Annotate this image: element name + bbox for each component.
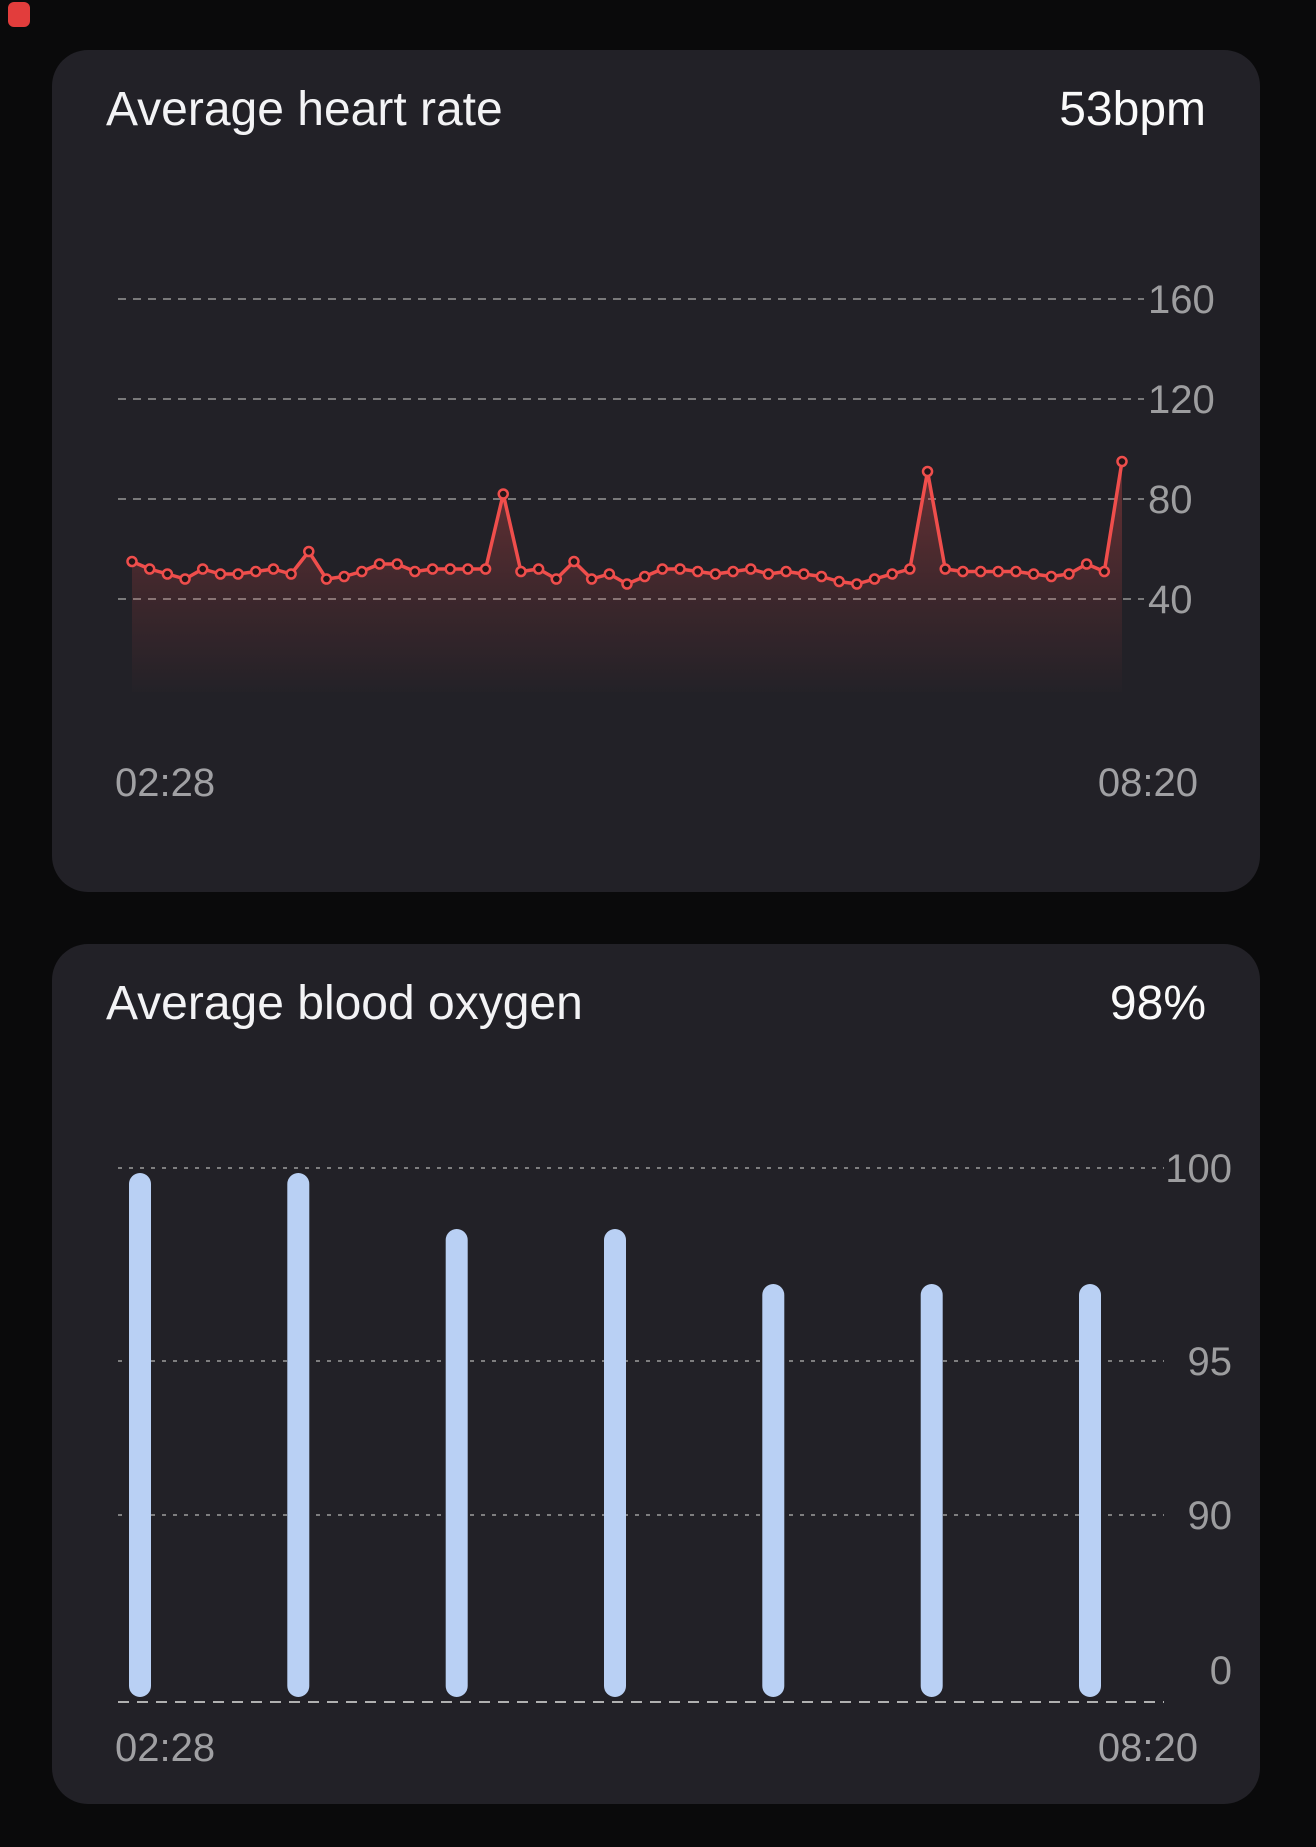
- heart-rate-chart: 160 120 80 40: [118, 278, 1215, 692]
- heart-rate-x-end-label: 08:20: [1097, 761, 1198, 805]
- hr-ytick-160: 160: [1148, 278, 1215, 322]
- o2-ytick-100: 100: [1165, 1147, 1232, 1191]
- o2-bar: [920, 1284, 943, 1697]
- o2-bar: [287, 1173, 310, 1697]
- blood-oxygen-card[interactable]: 100 95 90 0 Average blood oxygen 98% 02:28 …: [52, 944, 1260, 1804]
- blood-oxygen-value: 98%: [1109, 977, 1206, 1030]
- hr-ytick-120: 120: [1148, 378, 1215, 422]
- o2-bar: [1079, 1284, 1101, 1697]
- o2-bar: [762, 1284, 785, 1697]
- recording-indicator-icon: [8, 2, 30, 27]
- o2-bar: [445, 1229, 468, 1697]
- blood-oxygen-chart: 100 95 90 0: [118, 1147, 1233, 1703]
- o2-bar: [604, 1229, 626, 1697]
- blood-oxygen-x-end-label: 08:20: [1097, 1726, 1198, 1770]
- o2-bar: [129, 1173, 151, 1697]
- heart-rate-card[interactable]: 160 120 80 40 Average heart rate 53bpm 02:2…: [52, 50, 1260, 892]
- o2-ytick-95: 95: [1188, 1340, 1233, 1384]
- hr-area-fill: [132, 461, 1122, 692]
- o2-ytick-90: 90: [1188, 1494, 1233, 1538]
- hr-ytick-40: 40: [1148, 578, 1193, 622]
- heart-rate-x-start-label: 02:28: [115, 761, 216, 805]
- heart-rate-value: 53bpm: [1059, 83, 1206, 136]
- blood-oxygen-x-start-label: 02:28: [115, 1726, 216, 1770]
- hr-line: [130, 459, 1124, 586]
- blood-oxygen-title: Average blood oxygen: [106, 977, 583, 1030]
- heart-rate-title: Average heart rate: [106, 83, 503, 136]
- o2-ytick-0: 0: [1210, 1649, 1232, 1693]
- hr-ytick-80: 80: [1148, 478, 1193, 522]
